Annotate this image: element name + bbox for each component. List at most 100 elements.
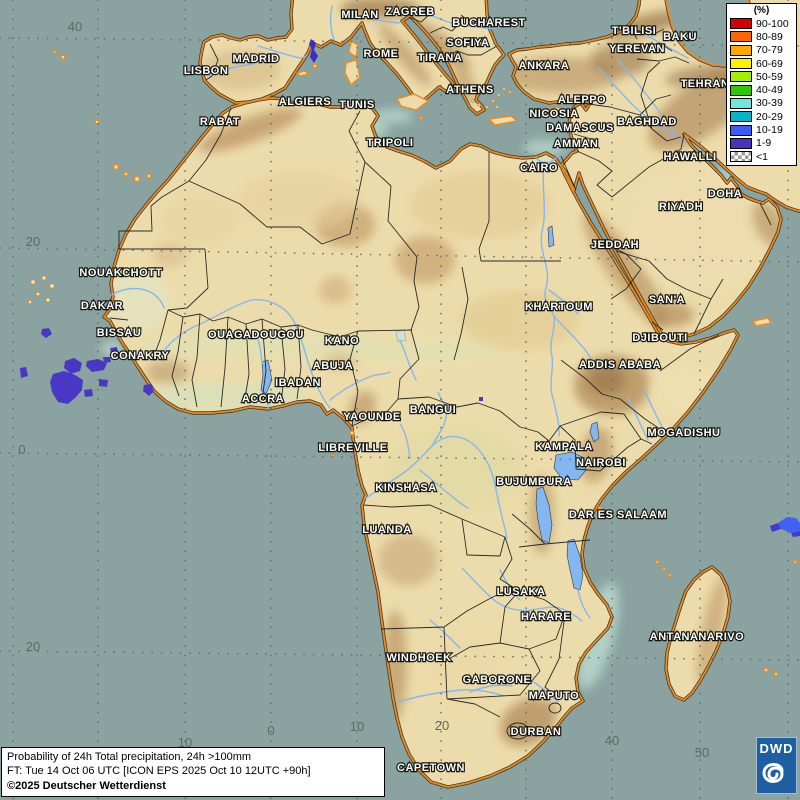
terrain-layer (110, 0, 788, 747)
city-label-rabat: RABAT (200, 116, 240, 128)
city-label-nairobi: NAIROBI (576, 457, 626, 469)
city-label-san-a: SAN'A (649, 294, 685, 306)
info-copyright: ©2025 Deutscher Wetterdienst (7, 779, 166, 792)
city-label-conakry: CONAKRY (111, 350, 170, 362)
city-label-jeddah: JEDDAH (591, 239, 639, 251)
city-label-kano: KANO (325, 335, 359, 347)
city-label-cairo: CAIRO (520, 162, 558, 174)
precip-area-1-9 (99, 379, 108, 387)
city-label-baku: BAKU (663, 31, 697, 43)
city-label-aleppo: ALEPPO (558, 94, 606, 106)
legend-item: <1 (727, 150, 796, 163)
graticule-label: 10 (178, 735, 192, 750)
dwd-spiral-icon (762, 763, 784, 783)
legend-item: 10-19 (727, 123, 796, 136)
city-label-sofiya: SOFIYA (447, 37, 490, 49)
precip-area-1-9 (20, 367, 28, 378)
city-label-capetown: CAPETOWN (397, 762, 465, 774)
precip-area-10-19 (778, 517, 800, 533)
city-label-nicosia: NICOSIA (529, 108, 578, 120)
precip-area-1-9 (143, 384, 154, 396)
city-label-rome: ROME (364, 48, 399, 60)
precip-area-1-9 (479, 397, 483, 401)
precip-area-1-9 (103, 357, 111, 363)
legend: (%) 90-100 80-89 70-79 60-69 50-59 40-49 30-39… (726, 3, 797, 167)
precip-area-1-9 (64, 358, 82, 374)
legend-swatch (730, 18, 752, 30)
legend-label: 80-89 (756, 30, 783, 43)
graticule-label: 20 (435, 718, 449, 733)
graticule-labels-layer: 40 20 0 20 10 0 10 20 40 50 (18, 19, 709, 760)
city-label-accra: ACCRA (242, 393, 284, 405)
graticule-label: 0 (18, 442, 25, 457)
legend-swatch (730, 58, 752, 70)
city-label-maputo: MAPUTO (529, 690, 579, 702)
legend-item: 90-100 (727, 17, 796, 30)
legend-swatch (730, 31, 752, 43)
legend-swatch (730, 97, 752, 109)
city-label-luanda: LUANDA (362, 524, 411, 536)
legend-item: 30-39 (727, 97, 796, 110)
legend-swatch (730, 124, 752, 136)
rivers-layer (110, 5, 689, 703)
precip-area-1-9 (50, 371, 83, 404)
city-labels-layer: MILAN ZAGREB BUCHAREST SOFIYA TIRANA ROME MADR… (78, 5, 745, 775)
city-label-t-bilisi: T'BILISI (612, 25, 657, 37)
city-label-abuja: ABUJA (313, 360, 353, 372)
legend-label: 1-9 (756, 137, 772, 150)
legend-items: 90-100 80-89 70-79 60-69 50-59 40-49 30-39 20-2… (727, 17, 796, 163)
legend-item: 40-49 (727, 83, 796, 96)
dwd-logo-text: DWD (759, 741, 794, 756)
city-label-zagreb: ZAGREB (385, 6, 434, 18)
city-label-bissau: BISSAU (97, 327, 142, 339)
legend-label: 50-59 (756, 70, 783, 83)
city-label-djibouti: DJIBOUTI (632, 332, 687, 344)
city-label-dar-es-salaam: DAR ES SALAAM (569, 509, 667, 521)
graticule-label: 40 (68, 19, 82, 34)
city-label-kampala: KAMPALA (535, 441, 593, 453)
city-label-libreville: LIBREVILLE (318, 442, 387, 454)
graticule-label: 50 (695, 745, 709, 760)
legend-label: 60-69 (756, 57, 783, 70)
precip-area-1-9 (770, 523, 781, 532)
city-label-milan: MILAN (341, 9, 378, 21)
graticule-label: 10 (350, 719, 364, 734)
city-label-lisbon: LISBON (184, 65, 229, 77)
legend-label: 70-79 (756, 44, 783, 57)
precip-area-1-9 (110, 347, 118, 353)
legend-item: 50-59 (727, 70, 796, 83)
legend-label: <1 (756, 150, 768, 163)
dwd-logo: DWD (756, 737, 797, 794)
precip-area-1-9 (309, 39, 318, 63)
info-box: Probability of 24h Total precipitation, … (1, 747, 385, 797)
legend-label: 40-49 (756, 84, 783, 97)
city-label-bujumbura: BUJUMBURA (496, 476, 571, 488)
city-label-kinshasa: KINSHASA (375, 482, 436, 494)
city-label-tirana: TIRANA (418, 52, 463, 64)
city-label-tehran: TEHRAN (681, 78, 730, 90)
legend-swatch (730, 71, 752, 83)
legend-swatch (730, 111, 752, 123)
city-label-yerevan: YEREVAN (609, 43, 665, 55)
legend-label: 30-39 (756, 97, 783, 110)
legend-swatch (730, 151, 752, 163)
city-label-algiers: ALGIERS (279, 96, 331, 108)
city-label-windhoek: WINDHOEK (386, 652, 451, 664)
legend-item: 80-89 (727, 30, 796, 43)
city-label-gaborone: GABORONE (463, 674, 532, 686)
city-label-damascus: DAMASCUS (546, 122, 614, 134)
legend-swatch (730, 137, 752, 149)
city-label-lusaka: LUSAKA (497, 586, 546, 598)
graticule-label: 20 (26, 639, 40, 654)
city-label-addis-ababa: ADDIS ABABA (579, 359, 661, 371)
city-label-tunis: TUNIS (339, 99, 375, 111)
city-label-bangui: BANGUI (410, 404, 456, 416)
precip-area-1-9 (84, 389, 93, 397)
precip-area-1-9 (41, 328, 52, 338)
city-label-bucharest: BUCHAREST (452, 17, 526, 29)
city-label-harare: HARARE (521, 611, 571, 623)
city-label-durban: DURBAN (511, 726, 562, 738)
city-label-ibadan: IBADAN (275, 377, 321, 389)
